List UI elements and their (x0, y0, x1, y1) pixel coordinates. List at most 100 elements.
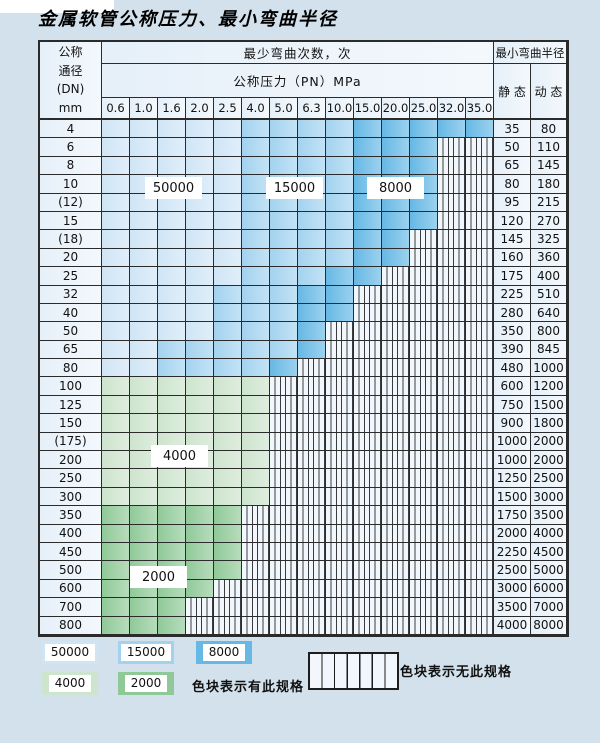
spec-cell-50000 (130, 359, 158, 378)
dn-cell: 20 (40, 248, 102, 268)
no-spec-cell (326, 506, 354, 525)
spec-cell-4000 (130, 377, 158, 396)
no-spec-cell (466, 487, 494, 507)
no-spec-cell (354, 377, 382, 396)
dn-cell: 100 (40, 377, 102, 396)
no-spec-cell (270, 506, 298, 525)
spec-cell-4000 (102, 395, 130, 415)
spec-cell-15000 (298, 267, 326, 286)
no-spec-cell (298, 451, 326, 470)
no-spec-cell (382, 506, 410, 525)
no-spec-cell (410, 414, 438, 433)
dynamic-value-cell: 180 (531, 175, 567, 194)
no-spec-cell (438, 303, 466, 323)
min-bend-radius-header: 最小弯曲半径 (494, 42, 567, 64)
no-spec-cell (466, 322, 494, 341)
spec-cell-8000 (354, 120, 382, 139)
no-spec-cell (354, 359, 382, 378)
dynamic-value-cell: 1000 (531, 359, 567, 378)
spec-cell-4000 (102, 377, 130, 396)
spec-cell-15000 (326, 211, 354, 231)
spec-cell-4000 (158, 395, 186, 415)
spec-cell-15000 (326, 175, 354, 194)
legend-swatch-label: 2000 (124, 675, 168, 692)
no-spec-cell (438, 561, 466, 580)
spec-cell-8000 (354, 156, 382, 176)
spec-cell-50000 (130, 340, 158, 360)
dn-cell: 65 (40, 340, 102, 360)
spec-cell-15000 (186, 340, 214, 360)
legend-swatch-15000: 15000 (118, 641, 174, 664)
spec-cell-15000 (242, 267, 270, 286)
dn-cell: 80 (40, 359, 102, 378)
no-spec-cell (410, 598, 438, 617)
no-spec-cell (466, 156, 494, 176)
spec-cell-4000 (242, 432, 270, 452)
spec-cell-2000 (158, 598, 186, 617)
no-spec-cell (410, 230, 438, 249)
spec-cell-8000 (466, 120, 494, 139)
legend-swatch-label: 4000 (48, 675, 92, 692)
no-spec-cell (270, 524, 298, 543)
spec-cell-50000 (186, 285, 214, 304)
spec-cell-15000 (270, 230, 298, 249)
spec-cell-50000 (214, 156, 242, 176)
no-spec-cell (438, 542, 466, 562)
dynamic-value-cell: 215 (531, 193, 567, 212)
spec-cell-4000 (214, 469, 242, 488)
no-spec-cell (270, 598, 298, 617)
dynamic-value-cell: 360 (531, 248, 567, 268)
no-spec-cell (326, 395, 354, 415)
spec-cell-4000 (214, 451, 242, 470)
static-value-cell: 900 (494, 414, 531, 433)
no-spec-cell (270, 377, 298, 396)
spec-cell-4000 (242, 414, 270, 433)
spec-cell-15000 (270, 156, 298, 176)
no-spec-cell (326, 322, 354, 341)
spec-cell-4000 (130, 469, 158, 488)
spec-cell-15000 (242, 230, 270, 249)
spec-cell-15000 (214, 322, 242, 341)
no-spec-cell (466, 267, 494, 286)
spec-cell-50000 (186, 211, 214, 231)
no-spec-cell (270, 414, 298, 433)
spec-cell-50000 (186, 230, 214, 249)
no-spec-cell (242, 542, 270, 562)
no-spec-cell (410, 451, 438, 470)
spec-cell-15000 (242, 285, 270, 304)
spec-cell-2000 (186, 561, 214, 580)
no-spec-cell (438, 230, 466, 249)
spec-cell-50000 (102, 248, 130, 268)
no-spec-cell (410, 395, 438, 415)
no-spec-cell (382, 322, 410, 341)
spec-cell-15000 (298, 120, 326, 139)
cycle-count-label: 8000 (367, 177, 424, 199)
no-spec-cell (466, 598, 494, 617)
spec-cell-50000 (186, 267, 214, 286)
dynamic-value-cell: 1200 (531, 377, 567, 396)
no-spec-cell (214, 598, 242, 617)
dn-cell: 150 (40, 414, 102, 433)
spec-cell-50000 (158, 138, 186, 157)
spec-cell-50000 (102, 230, 130, 249)
spec-cell-50000 (102, 322, 130, 341)
dn-cell: 6 (40, 138, 102, 157)
legend-swatch-label: 50000 (44, 644, 96, 661)
no-spec-cell (354, 285, 382, 304)
spec-cell-15000 (326, 248, 354, 268)
spec-cell-50000 (102, 138, 130, 157)
spec-cell-15000 (214, 359, 242, 378)
spec-cell-50000 (186, 248, 214, 268)
static-value-cell: 145 (494, 230, 531, 249)
no-spec-cell (410, 542, 438, 562)
no-spec-cell (326, 487, 354, 507)
no-spec-cell (410, 469, 438, 488)
spec-cell-8000 (382, 138, 410, 157)
no-spec-cell (354, 340, 382, 360)
dynamic-value-cell: 400 (531, 267, 567, 286)
static-value-cell: 3500 (494, 598, 531, 617)
no-spec-cell (270, 542, 298, 562)
no-spec-cell (354, 414, 382, 433)
no-spec-cell (326, 561, 354, 580)
spec-cell-50000 (130, 248, 158, 268)
